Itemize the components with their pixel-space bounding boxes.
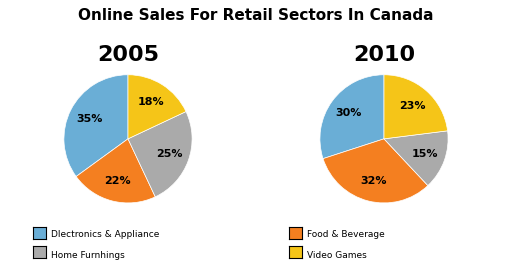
Text: 2005: 2005 [97,45,159,65]
Text: Online Sales For Retail Sectors In Canada: Online Sales For Retail Sectors In Canad… [78,8,434,23]
Text: 32%: 32% [360,176,387,186]
Wedge shape [128,112,192,197]
Text: 22%: 22% [104,176,131,186]
Text: Home Furnhings: Home Furnhings [51,251,125,260]
Wedge shape [76,139,155,203]
Text: 35%: 35% [76,114,102,124]
Wedge shape [128,75,186,139]
Text: 15%: 15% [412,149,438,159]
Wedge shape [320,75,384,159]
Text: 30%: 30% [335,108,362,118]
Text: Video Games: Video Games [307,251,367,260]
Text: 25%: 25% [156,149,182,159]
Text: 18%: 18% [138,97,165,107]
Wedge shape [384,75,447,139]
Wedge shape [384,131,448,186]
Text: Dlectronics & Appliance: Dlectronics & Appliance [51,230,160,239]
Text: 23%: 23% [399,101,426,111]
Text: Food & Beverage: Food & Beverage [307,230,385,239]
Wedge shape [323,139,428,203]
Text: 2010: 2010 [353,45,415,65]
Wedge shape [64,75,128,176]
